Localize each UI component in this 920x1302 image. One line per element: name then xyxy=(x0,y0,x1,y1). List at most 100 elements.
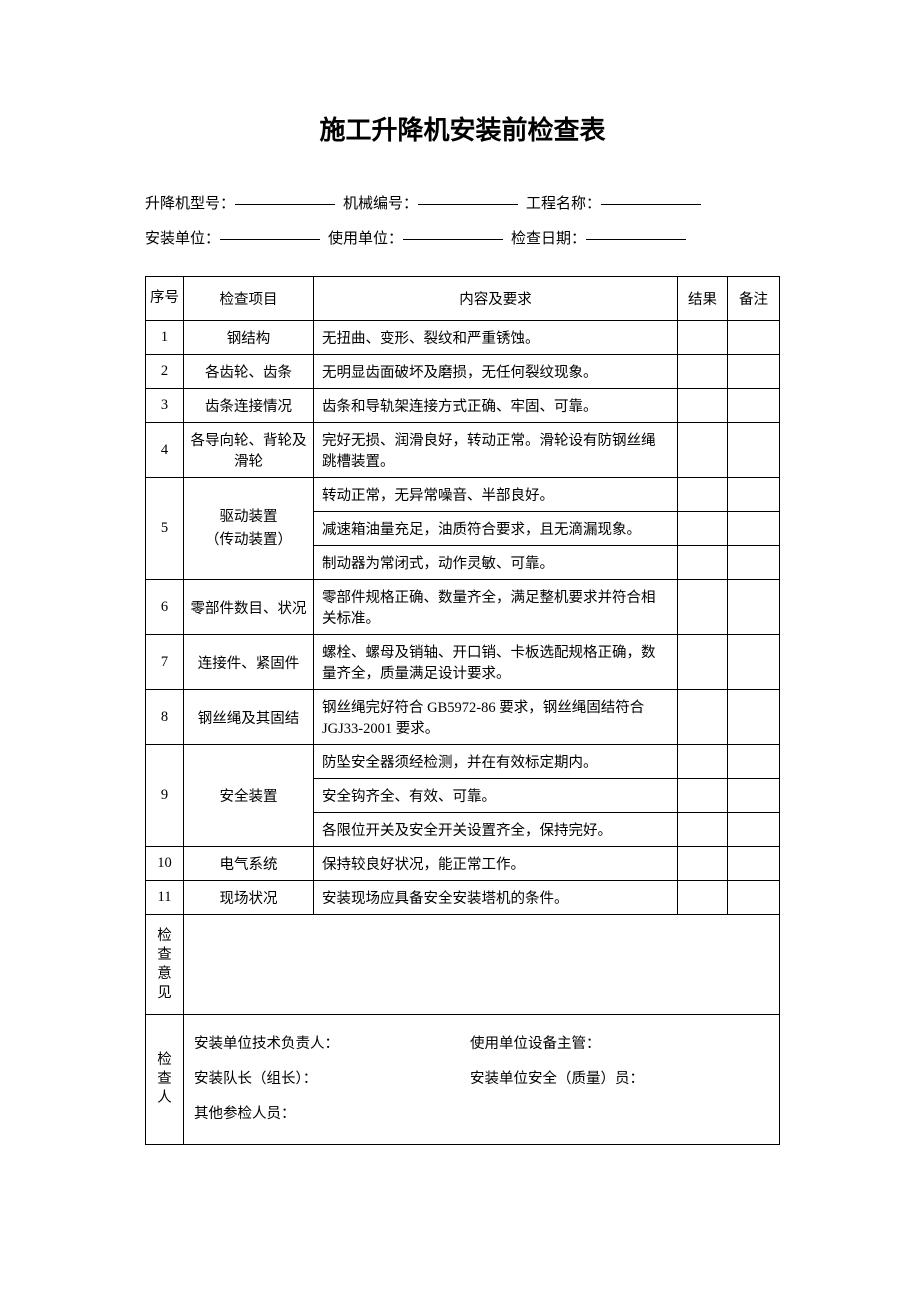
cell-note xyxy=(728,321,780,355)
cell-result xyxy=(678,779,728,813)
cell-note xyxy=(728,423,780,478)
field-label-use-unit: 使用单位： xyxy=(328,222,403,257)
cell-content: 各限位开关及安全开关设置齐全，保持完好。 xyxy=(314,813,678,847)
table-row: 10电气系统保持较良好状况，能正常工作。 xyxy=(146,847,780,881)
cell-seq: 5 xyxy=(146,478,184,580)
cell-result xyxy=(678,690,728,745)
cell-content: 安全钩齐全、有效、可靠。 xyxy=(314,779,678,813)
cell-content: 钢丝绳完好符合 GB5972-86 要求，钢丝绳固结符合 JGJ33-2001 … xyxy=(314,690,678,745)
inspector-line: 其他参检人员： xyxy=(194,1097,769,1132)
cell-note xyxy=(728,580,780,635)
cell-result xyxy=(678,580,728,635)
field-blank xyxy=(403,222,503,240)
table-row: 7连接件、紧固件螺栓、螺母及销轴、开口销、卡板选配规格正确，数量齐全，质量满足设… xyxy=(146,635,780,690)
field-blank xyxy=(235,187,335,205)
cell-item: 钢结构 xyxy=(184,321,314,355)
label-tech-lead: 安装单位技术负责人： xyxy=(194,1027,470,1062)
cell-item: 驱动装置（传动装置） xyxy=(184,478,314,580)
field-label-install-unit: 安装单位： xyxy=(145,222,220,257)
field-label-project: 工程名称： xyxy=(526,187,601,222)
table-row: 6零部件数目、状况零部件规格正确、数量齐全，满足整机要求并符合相关标准。 xyxy=(146,580,780,635)
cell-seq: 6 xyxy=(146,580,184,635)
cell-note xyxy=(728,881,780,915)
cell-result xyxy=(678,847,728,881)
cell-seq: 9 xyxy=(146,745,184,847)
table-row: 8钢丝绳及其固结钢丝绳完好符合 GB5972-86 要求，钢丝绳固结符合 JGJ… xyxy=(146,690,780,745)
cell-result xyxy=(678,813,728,847)
inspectors-body: 安装单位技术负责人：使用单位设备主管：安装队长（组长）：安装单位安全（质量）员：… xyxy=(184,1015,780,1144)
field-blank xyxy=(220,222,320,240)
cell-content: 转动正常，无异常噪音、半部良好。 xyxy=(314,478,678,512)
cell-note xyxy=(728,635,780,690)
opinion-row: 检查意见 xyxy=(146,915,780,1015)
field-blank xyxy=(418,187,518,205)
cell-result xyxy=(678,423,728,478)
cell-result xyxy=(678,546,728,580)
inspection-table: 序号 检查项目 内容及要求 结果 备注 1钢结构无扭曲、变形、裂纹和严重锈蚀。2… xyxy=(145,276,780,1145)
table-row: 3齿条连接情况齿条和导轨架连接方式正确、牢固、可靠。 xyxy=(146,389,780,423)
field-label-machine-no: 机械编号： xyxy=(343,187,418,222)
cell-content: 减速箱油量充足，油质符合要求，且无滴漏现象。 xyxy=(314,512,678,546)
cell-seq: 2 xyxy=(146,355,184,389)
cell-content: 齿条和导轨架连接方式正确、牢固、可靠。 xyxy=(314,389,678,423)
cell-seq: 3 xyxy=(146,389,184,423)
cell-item: 各齿轮、齿条 xyxy=(184,355,314,389)
cell-note xyxy=(728,546,780,580)
cell-item: 钢丝绳及其固结 xyxy=(184,690,314,745)
cell-content: 零部件规格正确、数量齐全，满足整机要求并符合相关标准。 xyxy=(314,580,678,635)
table-header-row: 序号 检查项目 内容及要求 结果 备注 xyxy=(146,277,780,321)
cell-content: 安装现场应具备安全安装塔机的条件。 xyxy=(314,881,678,915)
cell-content: 无明显齿面破坏及磨损，无任何裂纹现象。 xyxy=(314,355,678,389)
cell-seq: 4 xyxy=(146,423,184,478)
label-safety: 安装单位安全（质量）员： xyxy=(470,1062,769,1097)
cell-item: 安全装置 xyxy=(184,745,314,847)
cell-content: 保持较良好状况，能正常工作。 xyxy=(314,847,678,881)
field-blank xyxy=(586,222,686,240)
header-fields: 升降机型号： 机械编号： 工程名称： 安装单位： 使用单位： 检查日期： xyxy=(145,187,780,256)
cell-content: 螺栓、螺母及销轴、开口销、卡板选配规格正确，数量齐全，质量满足设计要求。 xyxy=(314,635,678,690)
cell-seq: 1 xyxy=(146,321,184,355)
table-body: 1钢结构无扭曲、变形、裂纹和严重锈蚀。2各齿轮、齿条无明显齿面破坏及磨损，无任何… xyxy=(146,321,780,1144)
cell-note xyxy=(728,813,780,847)
cell-note xyxy=(728,847,780,881)
field-label-model: 升降机型号： xyxy=(145,187,235,222)
cell-note xyxy=(728,389,780,423)
table-row: 4各导向轮、背轮及滑轮完好无损、润滑良好，转动正常。滑轮设有防钢丝绳跳槽装置。 xyxy=(146,423,780,478)
cell-item: 连接件、紧固件 xyxy=(184,635,314,690)
cell-item: 各导向轮、背轮及滑轮 xyxy=(184,423,314,478)
cell-note xyxy=(728,779,780,813)
table-row: 11现场状况安装现场应具备安全安装塔机的条件。 xyxy=(146,881,780,915)
field-blank xyxy=(601,187,701,205)
header-row-1: 升降机型号： 机械编号： 工程名称： xyxy=(145,187,780,222)
col-header-result: 结果 xyxy=(678,277,728,321)
cell-item: 现场状况 xyxy=(184,881,314,915)
cell-content: 无扭曲、变形、裂纹和严重锈蚀。 xyxy=(314,321,678,355)
label-equip-mgr: 使用单位设备主管： xyxy=(470,1027,769,1062)
cell-seq: 10 xyxy=(146,847,184,881)
cell-seq: 11 xyxy=(146,881,184,915)
cell-note xyxy=(728,745,780,779)
cell-item: 零部件数目、状况 xyxy=(184,580,314,635)
table-row: 5驱动装置（传动装置）转动正常，无异常噪音、半部良好。 xyxy=(146,478,780,512)
opinion-label: 检查意见 xyxy=(146,915,184,1015)
cell-note xyxy=(728,478,780,512)
cell-result xyxy=(678,478,728,512)
col-header-seq: 序号 xyxy=(146,277,184,321)
table-row: 1钢结构无扭曲、变形、裂纹和严重锈蚀。 xyxy=(146,321,780,355)
cell-result xyxy=(678,512,728,546)
cell-result xyxy=(678,745,728,779)
label-team-lead: 安装队长（组长）： xyxy=(194,1062,470,1097)
inspector-line: 安装单位技术负责人：使用单位设备主管： xyxy=(194,1027,769,1062)
cell-seq: 7 xyxy=(146,635,184,690)
cell-content: 防坠安全器须经检测，并在有效标定期内。 xyxy=(314,745,678,779)
cell-note xyxy=(728,512,780,546)
cell-result xyxy=(678,321,728,355)
field-label-check-date: 检查日期： xyxy=(511,222,586,257)
col-header-item: 检查项目 xyxy=(184,277,314,321)
col-header-content: 内容及要求 xyxy=(314,277,678,321)
header-row-2: 安装单位： 使用单位： 检查日期： xyxy=(145,222,780,257)
cell-content: 完好无损、润滑良好，转动正常。滑轮设有防钢丝绳跳槽装置。 xyxy=(314,423,678,478)
cell-seq: 8 xyxy=(146,690,184,745)
cell-result xyxy=(678,389,728,423)
inspectors-label: 检查人 xyxy=(146,1015,184,1144)
